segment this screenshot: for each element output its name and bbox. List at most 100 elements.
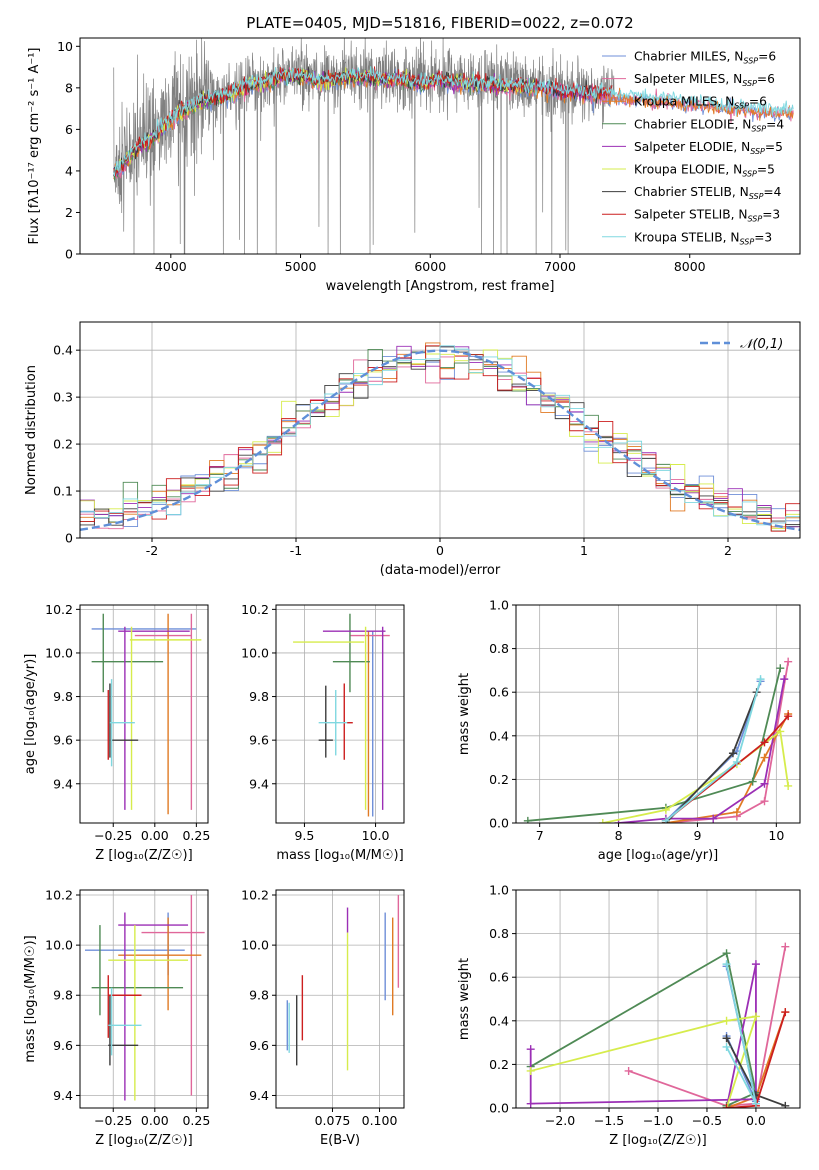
y-tick-label: 9.4 <box>53 776 73 791</box>
x-tick-label: −0.25 <box>94 1113 132 1128</box>
y-tick-label: 0.8 <box>489 926 509 941</box>
weight-marker <box>661 805 670 814</box>
y-axis-label: mass weight <box>457 673 472 755</box>
weight-marker <box>781 1101 790 1108</box>
y-tick-label: 6 <box>65 122 73 137</box>
x-tick-label: 6000 <box>414 259 446 274</box>
weight-marker <box>781 1008 790 1017</box>
y-tick-label: 0.4 <box>53 343 73 358</box>
y-tick-label: 10.0 <box>45 938 73 953</box>
x-axis-label: mass [log₁₀(M/M☉)] <box>276 848 403 863</box>
weight-marker <box>751 1099 760 1108</box>
y-tick-label: 0.6 <box>489 685 509 700</box>
legend-label: Salpeter STELIB, NSSP=3 <box>634 208 780 224</box>
x-tick-label: 5000 <box>285 259 317 274</box>
residual-histogram-panel: 𝒩(0,1) -2 -1 0 1 2 0 0.1 0.2 0.3 0.4 (data-model)/e… <box>24 321 801 578</box>
y-tick-label: 10.2 <box>241 602 269 617</box>
weight-marker <box>784 657 793 666</box>
weight-marker <box>776 664 785 673</box>
y-tick-label: 0.4 <box>489 1013 509 1028</box>
y-tick-label: 1.0 <box>489 598 509 613</box>
legend-label: Salpeter ELODIE, NSSP=5 <box>634 140 783 156</box>
y-tick-label: 9.6 <box>249 733 269 748</box>
weight-marker <box>780 675 789 684</box>
y-tick-label: 4 <box>65 163 73 178</box>
figure-title: PLATE=0405, MJD=51816, FIBERID=0022, z=0… <box>246 14 633 32</box>
age-vs-mass-panel: 9.5 10.0 9.4 9.6 9.8 10.0 10.2 mass [log₁₀(M/M☉… <box>241 602 405 863</box>
weight-line-chabrier-elodie <box>530 951 757 1107</box>
y-tick-label: 0 <box>65 247 73 262</box>
y-tick-label: 9.8 <box>249 988 269 1003</box>
legend-label: Kroupa MILES, NSSP=6 <box>634 95 767 111</box>
legend-label: Kroupa ELODIE, NSSP=5 <box>634 163 775 179</box>
weight-line-kroupa-miles <box>665 713 789 823</box>
y-tick-label: 10 <box>57 39 73 54</box>
weight-marker <box>760 779 769 788</box>
x-tick-label: −1.5 <box>594 1113 624 1128</box>
x-tick-label: 2 <box>724 543 732 558</box>
legend-label: Chabrier ELODIE, NSSP=4 <box>634 117 784 133</box>
y-tick-label: 9.6 <box>53 733 73 748</box>
axes-frame <box>79 37 801 255</box>
mass-vs-ebv-panel: 0.075 0.100 9.4 9.6 9.8 10.0 10.2 E(B-V) <box>241 888 405 1148</box>
x-tick-label: 10.0 <box>362 828 390 843</box>
plot-area <box>526 942 790 1108</box>
axes-frame <box>275 604 405 824</box>
plot-area <box>91 613 202 815</box>
y-tick-label: 10.2 <box>45 888 73 903</box>
plot-area <box>84 895 205 1101</box>
weight-marker <box>760 797 769 806</box>
x-tick-label: −1.0 <box>643 1113 673 1128</box>
y-axis-label: mass [log₁₀(M/M☉)] <box>23 935 38 1062</box>
y-tick-label: 10.0 <box>45 645 73 660</box>
spectrum-panel: Chabrier MILES, NSSP=6 Salpeter MILES, NS… <box>27 37 801 294</box>
weight-marker <box>526 1099 535 1108</box>
weight-marker <box>722 949 731 958</box>
x-tick-label: −0.5 <box>692 1113 722 1128</box>
y-tick-label: 2 <box>65 205 73 220</box>
y-tick-label: 9.4 <box>249 776 269 791</box>
x-tick-label: 7000 <box>544 259 576 274</box>
y-tick-label: 0.2 <box>489 1057 509 1072</box>
model-spectrum-kroupa-stelib <box>113 66 794 177</box>
mass-weight-vs-age-panel: 7 8 9 10 0.0 0.2 0.4 0.6 0.8 1.0 age [log₁₀(age/yr… <box>457 598 801 863</box>
weight-marker <box>784 712 793 721</box>
x-tick-label: -1 <box>290 543 302 558</box>
y-axis-label: age [log₁₀(age/yr)] <box>23 654 38 775</box>
weight-marker <box>751 1012 760 1021</box>
y-tick-label: 0 <box>65 531 73 546</box>
y-tick-label: 8 <box>65 80 73 95</box>
plot-area <box>286 895 400 1071</box>
weight-marker <box>756 675 765 684</box>
weight-marker <box>760 753 769 762</box>
weight-line-chabrier-elodie <box>527 668 782 822</box>
x-tick-label: -2 <box>146 543 158 558</box>
x-axis-label: Z [log₁₀(Z/Z☉)] <box>95 848 192 863</box>
y-tick-label: 10.2 <box>241 888 269 903</box>
x-tick-label: 0 <box>436 543 444 558</box>
y-axis-label: Flux [fλ10⁻¹⁷ erg cm⁻² s⁻¹ A⁻¹] <box>27 48 42 245</box>
axes-frame <box>79 889 209 1109</box>
x-tick-label: 0.0 <box>746 1113 766 1128</box>
x-tick-label: 0.075 <box>315 1113 351 1128</box>
y-tick-label: 0.1 <box>53 484 73 499</box>
weight-marker <box>760 738 769 747</box>
x-tick-label: 10 <box>768 828 784 843</box>
y-axis-label: mass weight <box>457 958 472 1040</box>
x-axis-label: age [log₁₀(age/yr)] <box>598 848 719 863</box>
plot-area <box>523 657 793 823</box>
weight-marker <box>526 1066 535 1075</box>
weight-marker <box>732 757 741 766</box>
y-tick-label: 0.4 <box>489 728 509 743</box>
axes-frame <box>79 604 209 824</box>
weight-line-kroupa-stelib <box>665 678 762 822</box>
x-tick-label: 9 <box>693 828 701 843</box>
weight-marker <box>784 781 793 790</box>
axes-frame <box>515 604 801 824</box>
plot-area <box>293 613 390 817</box>
x-axis-label: (data-model)/error <box>380 563 501 578</box>
weight-marker <box>722 1016 731 1025</box>
weight-marker <box>732 808 741 817</box>
y-tick-label: 9.4 <box>53 1088 73 1103</box>
weight-marker <box>728 749 737 758</box>
